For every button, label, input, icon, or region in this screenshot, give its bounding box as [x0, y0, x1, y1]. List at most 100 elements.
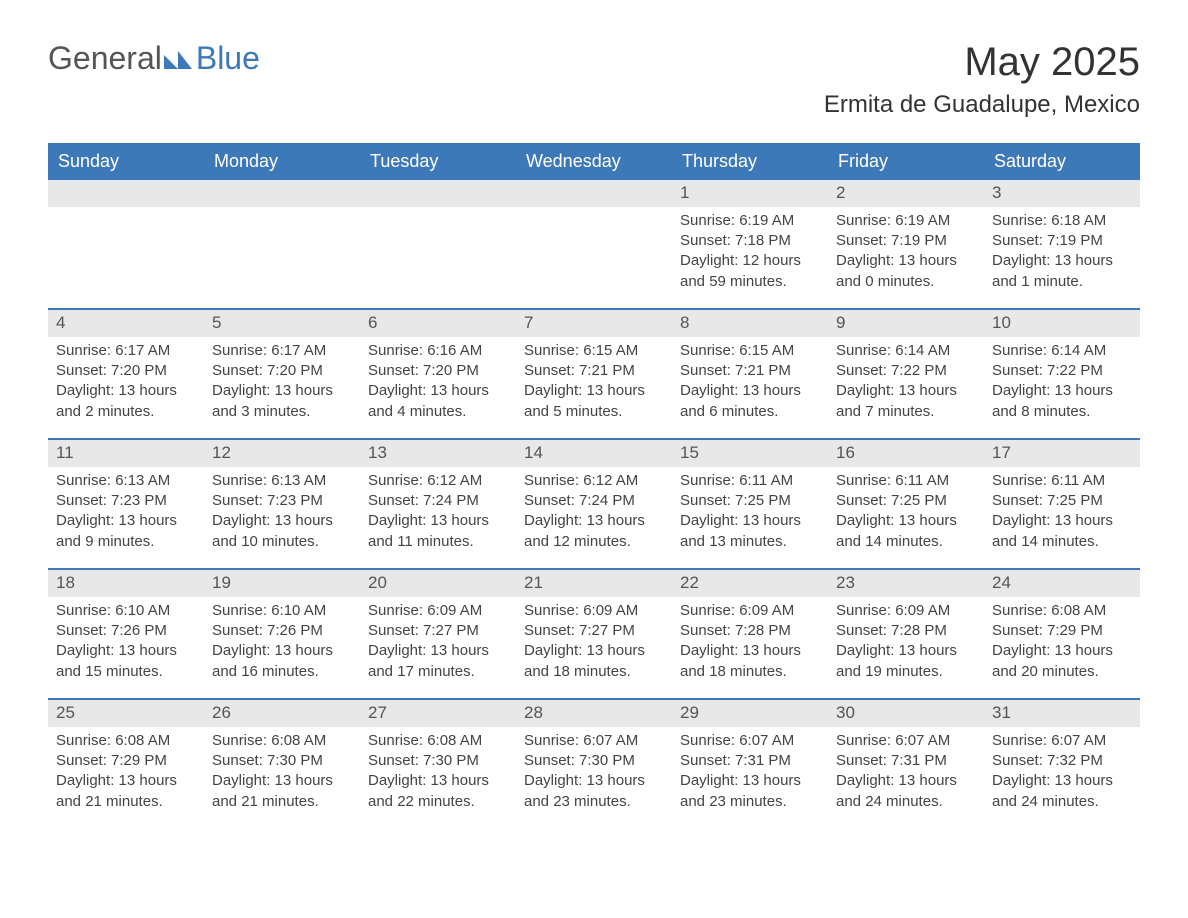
day-sunrise: Sunrise: 6:11 AM	[992, 471, 1132, 491]
day-cell: 31Sunrise: 6:07 AMSunset: 7:32 PMDayligh…	[984, 700, 1140, 828]
dow-cell: Friday	[828, 143, 984, 180]
day-body: Sunrise: 6:17 AMSunset: 7:20 PMDaylight:…	[48, 337, 204, 432]
week-row: 1Sunrise: 6:19 AMSunset: 7:18 PMDaylight…	[48, 180, 1140, 308]
day-body: Sunrise: 6:09 AMSunset: 7:27 PMDaylight:…	[360, 597, 516, 692]
day-daylight1: Daylight: 13 hours	[368, 511, 508, 531]
day-sunrise: Sunrise: 6:08 AM	[368, 731, 508, 751]
day-number: 18	[48, 570, 204, 597]
day-daylight2: and 19 minutes.	[836, 662, 976, 682]
logo: General Blue	[48, 40, 260, 77]
day-sunset: Sunset: 7:30 PM	[524, 751, 664, 771]
day-daylight2: and 59 minutes.	[680, 272, 820, 292]
day-daylight2: and 10 minutes.	[212, 532, 352, 552]
day-cell: 8Sunrise: 6:15 AMSunset: 7:21 PMDaylight…	[672, 310, 828, 438]
day-daylight1: Daylight: 13 hours	[524, 511, 664, 531]
day-sunset: Sunset: 7:20 PM	[212, 361, 352, 381]
weeks-container: 1Sunrise: 6:19 AMSunset: 7:18 PMDaylight…	[48, 180, 1140, 828]
day-daylight1: Daylight: 13 hours	[836, 771, 976, 791]
day-number: 7	[516, 310, 672, 337]
day-daylight1: Daylight: 13 hours	[56, 381, 196, 401]
day-number: 29	[672, 700, 828, 727]
week-row: 4Sunrise: 6:17 AMSunset: 7:20 PMDaylight…	[48, 308, 1140, 438]
day-sunrise: Sunrise: 6:07 AM	[836, 731, 976, 751]
day-sunset: Sunset: 7:21 PM	[680, 361, 820, 381]
week-row: 25Sunrise: 6:08 AMSunset: 7:29 PMDayligh…	[48, 698, 1140, 828]
day-cell: 26Sunrise: 6:08 AMSunset: 7:30 PMDayligh…	[204, 700, 360, 828]
day-daylight2: and 4 minutes.	[368, 402, 508, 422]
location-label: Ermita de Guadalupe, Mexico	[824, 91, 1140, 119]
calendar: SundayMondayTuesdayWednesdayThursdayFrid…	[48, 143, 1140, 828]
logo-text-blue: Blue	[196, 40, 260, 77]
day-sunrise: Sunrise: 6:11 AM	[836, 471, 976, 491]
day-number: 16	[828, 440, 984, 467]
day-body: Sunrise: 6:13 AMSunset: 7:23 PMDaylight:…	[48, 467, 204, 562]
day-body: Sunrise: 6:17 AMSunset: 7:20 PMDaylight:…	[204, 337, 360, 432]
day-cell: 14Sunrise: 6:12 AMSunset: 7:24 PMDayligh…	[516, 440, 672, 568]
day-body: Sunrise: 6:09 AMSunset: 7:28 PMDaylight:…	[828, 597, 984, 692]
day-sunset: Sunset: 7:23 PM	[56, 491, 196, 511]
day-daylight2: and 7 minutes.	[836, 402, 976, 422]
day-daylight1: Daylight: 13 hours	[992, 511, 1132, 531]
day-number: 1	[672, 180, 828, 207]
day-sunrise: Sunrise: 6:08 AM	[992, 601, 1132, 621]
day-daylight1: Daylight: 13 hours	[992, 771, 1132, 791]
day-sunrise: Sunrise: 6:07 AM	[524, 731, 664, 751]
day-cell: 12Sunrise: 6:13 AMSunset: 7:23 PMDayligh…	[204, 440, 360, 568]
day-sunrise: Sunrise: 6:12 AM	[368, 471, 508, 491]
day-daylight2: and 2 minutes.	[56, 402, 196, 422]
day-number: 6	[360, 310, 516, 337]
day-daylight1: Daylight: 13 hours	[680, 771, 820, 791]
day-cell: 30Sunrise: 6:07 AMSunset: 7:31 PMDayligh…	[828, 700, 984, 828]
day-sunrise: Sunrise: 6:13 AM	[212, 471, 352, 491]
day-daylight2: and 21 minutes.	[212, 792, 352, 812]
day-cell: 9Sunrise: 6:14 AMSunset: 7:22 PMDaylight…	[828, 310, 984, 438]
day-cell: 16Sunrise: 6:11 AMSunset: 7:25 PMDayligh…	[828, 440, 984, 568]
day-daylight1: Daylight: 13 hours	[212, 381, 352, 401]
day-daylight2: and 5 minutes.	[524, 402, 664, 422]
day-sunset: Sunset: 7:30 PM	[368, 751, 508, 771]
day-daylight2: and 24 minutes.	[836, 792, 976, 812]
day-body: Sunrise: 6:10 AMSunset: 7:26 PMDaylight:…	[48, 597, 204, 692]
day-daylight2: and 22 minutes.	[368, 792, 508, 812]
dow-cell: Thursday	[672, 143, 828, 180]
day-number	[360, 180, 516, 207]
day-sunset: Sunset: 7:28 PM	[680, 621, 820, 641]
day-daylight2: and 20 minutes.	[992, 662, 1132, 682]
day-body: Sunrise: 6:14 AMSunset: 7:22 PMDaylight:…	[984, 337, 1140, 432]
page-title: May 2025	[824, 40, 1140, 85]
day-number: 25	[48, 700, 204, 727]
day-sunset: Sunset: 7:25 PM	[992, 491, 1132, 511]
day-body: Sunrise: 6:15 AMSunset: 7:21 PMDaylight:…	[672, 337, 828, 432]
day-sunset: Sunset: 7:28 PM	[836, 621, 976, 641]
day-sunset: Sunset: 7:20 PM	[368, 361, 508, 381]
day-number	[204, 180, 360, 207]
day-daylight1: Daylight: 13 hours	[56, 511, 196, 531]
day-number: 20	[360, 570, 516, 597]
day-daylight2: and 24 minutes.	[992, 792, 1132, 812]
day-body: Sunrise: 6:09 AMSunset: 7:28 PMDaylight:…	[672, 597, 828, 692]
day-daylight1: Daylight: 13 hours	[992, 251, 1132, 271]
day-number: 13	[360, 440, 516, 467]
dow-cell: Tuesday	[360, 143, 516, 180]
day-number: 30	[828, 700, 984, 727]
day-daylight2: and 1 minute.	[992, 272, 1132, 292]
day-cell: 27Sunrise: 6:08 AMSunset: 7:30 PMDayligh…	[360, 700, 516, 828]
day-number: 21	[516, 570, 672, 597]
day-sunset: Sunset: 7:31 PM	[680, 751, 820, 771]
day-sunset: Sunset: 7:26 PM	[212, 621, 352, 641]
day-sunset: Sunset: 7:26 PM	[56, 621, 196, 641]
day-sunset: Sunset: 7:25 PM	[836, 491, 976, 511]
day-cell	[516, 180, 672, 308]
day-body: Sunrise: 6:11 AMSunset: 7:25 PMDaylight:…	[828, 467, 984, 562]
day-number: 10	[984, 310, 1140, 337]
day-daylight2: and 9 minutes.	[56, 532, 196, 552]
day-daylight1: Daylight: 13 hours	[212, 641, 352, 661]
day-body: Sunrise: 6:12 AMSunset: 7:24 PMDaylight:…	[360, 467, 516, 562]
day-number: 2	[828, 180, 984, 207]
day-daylight1: Daylight: 13 hours	[56, 771, 196, 791]
day-body: Sunrise: 6:07 AMSunset: 7:31 PMDaylight:…	[672, 727, 828, 822]
day-daylight1: Daylight: 13 hours	[680, 381, 820, 401]
dow-cell: Saturday	[984, 143, 1140, 180]
day-sunset: Sunset: 7:24 PM	[524, 491, 664, 511]
day-body: Sunrise: 6:12 AMSunset: 7:24 PMDaylight:…	[516, 467, 672, 562]
